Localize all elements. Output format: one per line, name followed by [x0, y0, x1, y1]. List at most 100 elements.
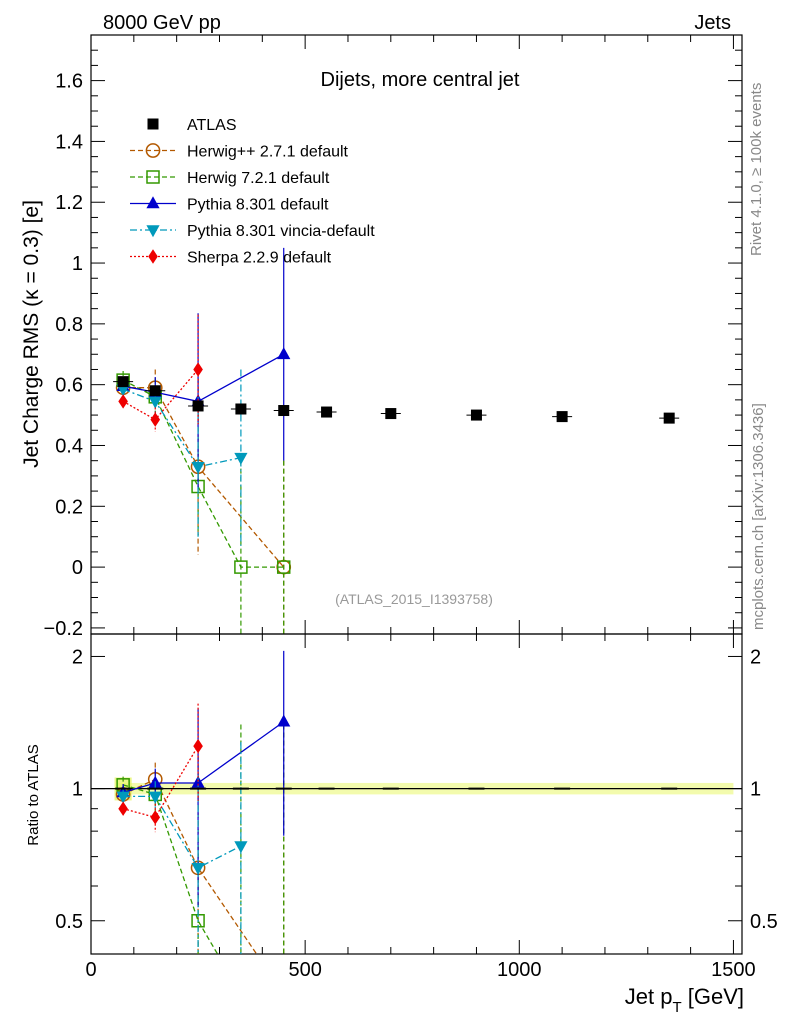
- legend-marker: [146, 225, 160, 238]
- y-tick-label: −0.2: [44, 618, 83, 640]
- data-point: [150, 412, 161, 427]
- data-point: [193, 362, 203, 377]
- ratio-tick-label-right: 2: [750, 646, 761, 668]
- y-tick-label: 0.4: [55, 435, 83, 457]
- series-herwig-7-2-1-default: [116, 370, 291, 634]
- ratio-series-sherpa-2-2-9-default: [118, 703, 203, 833]
- legend-entry: Herwig++ 2.7.1 default: [130, 143, 349, 161]
- ratio-point: [191, 863, 205, 876]
- y-tick-label: 1.4: [55, 131, 83, 153]
- main-axis-ticks: −0.2 0 0.2 0.4 0.6 0.8 1 1.2 1.4 1.6: [44, 35, 742, 640]
- x-axis-label-main: Jet p: [625, 984, 673, 1009]
- legend-entry: Pythia 8.301 default: [130, 196, 329, 214]
- series-herwig-2-7-1-default: [115, 369, 292, 634]
- x-axis-label-unit: [GeV]: [682, 984, 744, 1009]
- series-line: [122, 379, 284, 568]
- legend-marker: [147, 118, 159, 130]
- reference-point: [278, 405, 290, 417]
- series-atlas: [113, 376, 680, 424]
- y-tick-label: 0.2: [55, 496, 83, 518]
- y-tick-label: 0: [72, 557, 83, 579]
- series-line: [123, 387, 285, 568]
- ratio-series-line: [122, 784, 219, 954]
- data-point: [118, 394, 128, 409]
- legend-label: Herwig 7.2.1 default: [187, 170, 330, 187]
- ratio-series-pythia-8-301-default: [116, 650, 291, 908]
- ratio-point: [148, 791, 162, 804]
- ratio-point: [277, 714, 291, 727]
- ratio-tick-label-left: 0.5: [55, 911, 83, 933]
- legend-label: Pythia 8.301 default: [187, 197, 329, 214]
- x-tick-label: 500: [288, 959, 321, 981]
- reference-point: [663, 412, 675, 424]
- legend-label: ATLAS: [187, 117, 237, 134]
- series-line: [122, 388, 242, 468]
- reference-point: [235, 403, 247, 415]
- ratio-point: [193, 738, 203, 754]
- ratio-data: [91, 650, 742, 954]
- data-point: [277, 347, 291, 360]
- reference-point: [470, 409, 482, 421]
- ratio-series-line: [122, 778, 258, 954]
- legend: ATLAS Herwig++ 2.7.1 default Herwig 7.2.1 …: [130, 117, 375, 267]
- mcplots-label: mcplots.cern.ch [arXiv:1306.3436]: [750, 403, 767, 630]
- legend-label: Sherpa 2.2.9 default: [187, 250, 332, 267]
- y-axis-label: Jet Charge RMS (κ = 0.3) [e]: [20, 200, 43, 468]
- series-pythia-8-301-vincia-default: [116, 369, 248, 546]
- reference-point: [385, 408, 397, 420]
- ratio-point: [234, 841, 248, 854]
- reference-point: [117, 376, 129, 388]
- y-tick-label: 1.2: [55, 192, 83, 214]
- ratio-y-axis-label: Ratio to ATLAS: [25, 744, 42, 845]
- legend-marker: [148, 249, 158, 264]
- series-sherpa-2-2-9-default: [118, 314, 203, 432]
- legend-entry: ATLAS: [147, 117, 237, 134]
- x-tick-label: 1000: [497, 959, 542, 981]
- ratio-tick-label-right: 1: [750, 779, 761, 801]
- data-point: [276, 560, 291, 574]
- ratio-frame: [90, 633, 743, 955]
- data-point: [234, 560, 248, 574]
- series-pythia-8-301-default: [116, 247, 291, 490]
- y-tick-label: 0.8: [55, 314, 83, 336]
- reference-point: [149, 385, 161, 397]
- ratio-series-line: [122, 721, 285, 794]
- data-point: [234, 452, 248, 465]
- x-tick-label: 1500: [711, 959, 756, 981]
- rivet-label: Rivet 4.1.0, ≥ 100k events: [748, 83, 765, 256]
- main-data: [113, 247, 680, 634]
- main-panel: −0.2 0 0.2 0.4 0.6 0.8 1 1.2 1.4 1.6 Dijets, more…: [44, 34, 743, 640]
- legend-marker: [146, 170, 160, 184]
- ratio-tick-label-left: 1: [72, 779, 83, 801]
- y-tick-label: 1: [72, 253, 83, 275]
- ratio-series-herwig-2-7-1-default: [115, 724, 285, 954]
- y-tick-label: 0.6: [55, 375, 83, 397]
- data-point: [116, 384, 130, 397]
- y-tick-label: 1.6: [55, 71, 83, 93]
- ratio-tick-label-right: 0.5: [750, 911, 778, 933]
- ratio-series-line: [123, 795, 242, 869]
- data-point: [191, 461, 205, 474]
- x-axis-label-sub: T: [672, 999, 681, 1016]
- data-point: [148, 396, 162, 409]
- legend-label: Pythia 8.301 vincia-default: [187, 223, 375, 240]
- collision-label: 8000 GeV pp: [103, 12, 221, 34]
- legend-marker: [146, 196, 160, 209]
- legend-label: Herwig++ 2.7.1 default: [187, 144, 349, 161]
- ratio-axis-ticks: 0 500 1000 1500 0.5 0.5 1 1 2 2: [55, 634, 778, 981]
- analysis-tag: (ATLAS_2015_I1393758): [335, 591, 493, 607]
- legend-marker: [145, 143, 161, 158]
- legend-entry: Sherpa 2.2.9 default: [130, 249, 332, 267]
- ratio-point: [118, 801, 128, 816]
- x-tick-label: 0: [85, 959, 96, 981]
- ratio-point: [116, 791, 130, 804]
- ratio-point: [150, 810, 161, 825]
- legend-entry: Herwig 7.2.1 default: [130, 170, 330, 187]
- reference-point: [192, 400, 204, 412]
- x-axis-label: Jet pT [GeV]: [625, 984, 744, 1016]
- ratio-tick-label-left: 2: [72, 646, 83, 668]
- series-line: [123, 353, 285, 403]
- reference-point: [556, 411, 568, 423]
- category-label: Jets: [694, 12, 731, 34]
